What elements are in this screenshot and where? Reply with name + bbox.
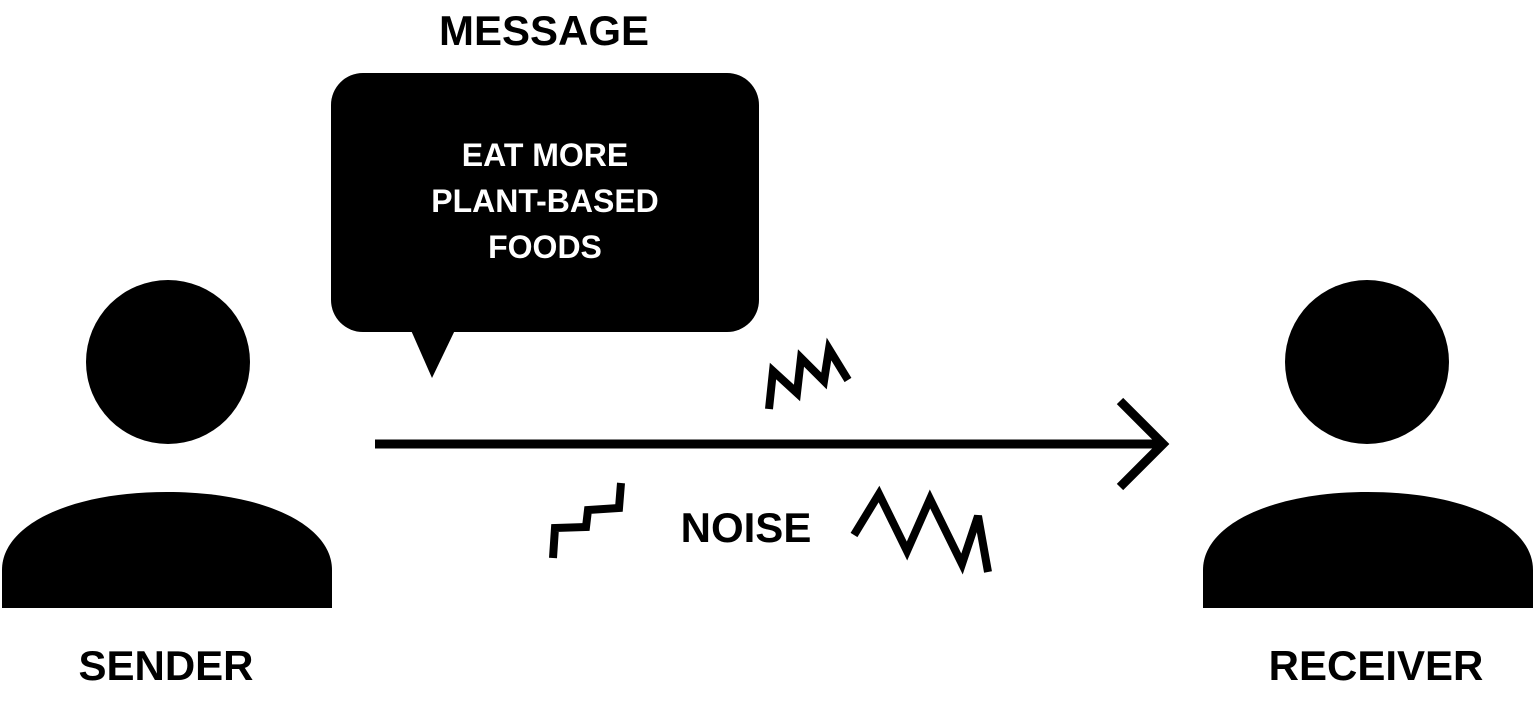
noise-zigzag-left [549,482,625,559]
message-line-2: PLANT-BASED [431,183,659,219]
receiver-label: RECEIVER [1269,642,1484,689]
transmission-arrow [375,397,1170,491]
sender-head [86,280,250,444]
noise-marks [549,337,992,575]
speech-bubble-tail [410,328,456,378]
arrow-head [1116,397,1170,491]
noise-zigzag-right [850,485,992,575]
receiver-body [1203,492,1533,608]
message-title: MESSAGE [439,7,649,54]
noise-zigzag-top [765,337,852,410]
speech-bubble: EAT MORE PLANT-BASED FOODS [331,73,759,378]
sender-label: SENDER [78,642,253,689]
receiver-head [1285,280,1449,444]
sender-person-icon [2,280,332,608]
receiver-person-icon [1203,280,1533,608]
message-line-1: EAT MORE [462,137,629,173]
message-line-3: FOODS [488,229,602,265]
speech-bubble-body [331,73,759,332]
noise-label: NOISE [681,504,812,551]
sender-body [2,492,332,608]
